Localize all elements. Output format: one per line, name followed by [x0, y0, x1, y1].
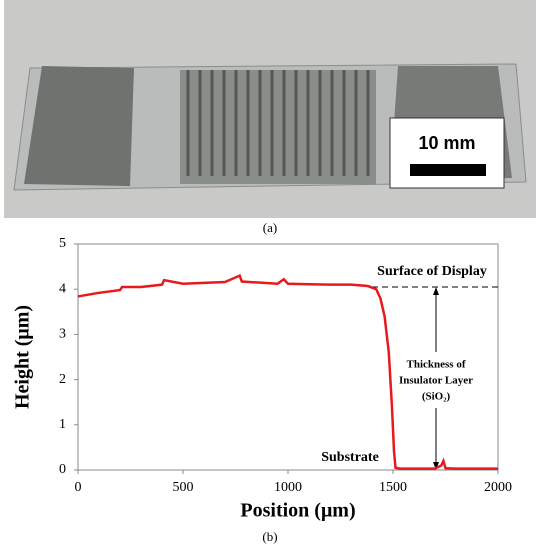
x-tick-label: 1500 [379, 480, 407, 495]
photo: 10 mm [4, 0, 536, 218]
label-bg [402, 352, 472, 408]
x-tick-label: 500 [173, 480, 194, 495]
annotation: Surface of Display [377, 264, 487, 279]
data-line [77, 273, 498, 470]
y-tick-label: 3 [59, 327, 66, 342]
arrow-head [433, 462, 439, 470]
panel-label: (b) [262, 529, 277, 544]
y-tick-label: 4 [59, 281, 66, 296]
y-tick-label: 0 [59, 462, 66, 477]
x-tick-label: 2000 [484, 480, 512, 495]
y-axis-label: Height (μm) [12, 305, 34, 409]
annotation: Insulator Layer [399, 375, 473, 387]
annotation: (SiO₂) [422, 391, 451, 403]
annotation: Thickness of [407, 359, 466, 371]
y-tick-label: 2 [59, 372, 66, 387]
arrow-head [433, 286, 439, 295]
comb-fingers [186, 70, 370, 176]
label-bg [372, 262, 496, 282]
annotation: Substrate [321, 450, 379, 465]
scale-label: 10 mm [418, 133, 475, 153]
electrode-pad [24, 66, 134, 186]
panel-label: (a) [263, 220, 277, 235]
x-tick-label: 0 [75, 480, 82, 495]
scale-bar [410, 164, 486, 176]
x-axis-label: Position (μm) [240, 500, 355, 522]
comb [180, 70, 376, 184]
y-tick-label: 1 [59, 417, 66, 432]
x-tick-label: 1000 [274, 480, 302, 495]
scale-box [389, 117, 505, 189]
y-tick-label: 5 [59, 236, 66, 251]
